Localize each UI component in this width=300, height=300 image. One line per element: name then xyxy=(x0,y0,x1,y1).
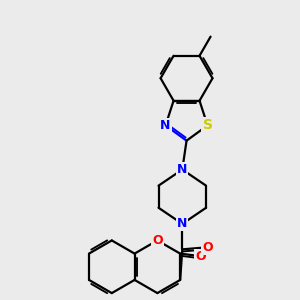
Text: N: N xyxy=(177,218,188,230)
Text: O: O xyxy=(195,250,206,263)
Text: N: N xyxy=(177,163,188,176)
Text: O: O xyxy=(152,234,163,247)
Text: S: S xyxy=(202,118,212,132)
Text: O: O xyxy=(202,241,213,254)
Text: N: N xyxy=(160,119,171,132)
